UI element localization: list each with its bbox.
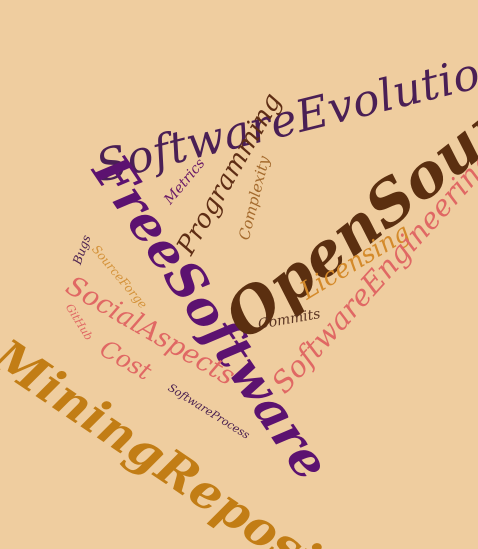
word-cloud: SoftwareEvolution FreeSoftware OpenSourc… — [0, 40, 478, 549]
